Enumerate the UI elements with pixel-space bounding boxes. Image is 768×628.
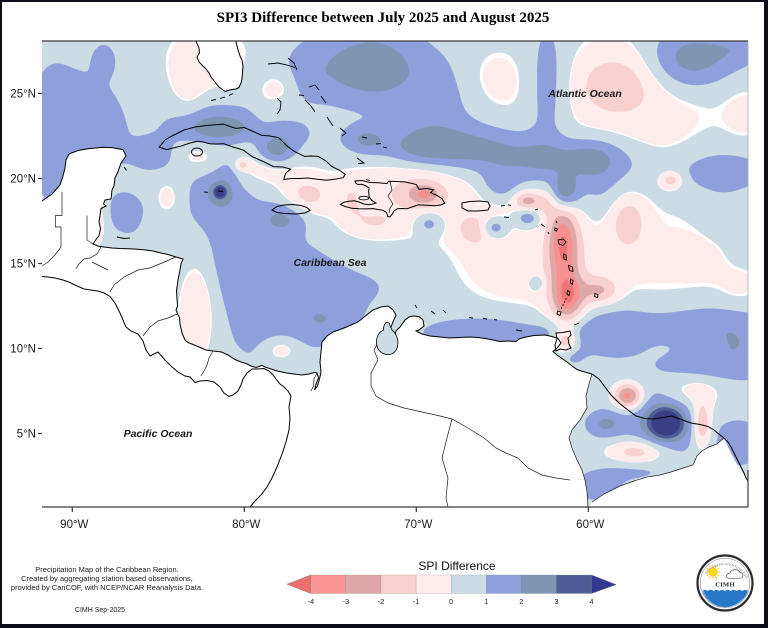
svg-text:-4: -4: [307, 597, 314, 606]
svg-text:80°W: 80°W: [232, 519, 260, 531]
svg-text:CIMH Sep-2025: CIMH Sep-2025: [74, 607, 124, 614]
svg-text:-1: -1: [412, 597, 419, 606]
svg-text:2: 2: [519, 597, 523, 606]
svg-text:-2: -2: [377, 597, 384, 606]
svg-text:90°W: 90°W: [60, 519, 88, 531]
svg-text:1: 1: [484, 597, 488, 606]
svg-text:70°W: 70°W: [404, 519, 432, 531]
svg-text:3: 3: [554, 597, 558, 606]
svg-text:25°N: 25°N: [10, 88, 36, 100]
svg-text:-3: -3: [342, 597, 349, 606]
svg-text:SPI3 Difference between July 2: SPI3 Difference between July 2025 and Au…: [216, 10, 549, 26]
svg-text:provided by CariCOF, with NCEP: provided by CariCOF, with NCEP/NCAR Rean…: [10, 583, 202, 592]
svg-text:SPI Difference: SPI Difference: [418, 559, 495, 573]
svg-text:10°N: 10°N: [10, 343, 36, 355]
svg-text:4: 4: [589, 597, 593, 606]
svg-text:20°N: 20°N: [10, 173, 36, 185]
svg-text:Pacific Ocean: Pacific Ocean: [123, 428, 192, 440]
svg-text:15°N: 15°N: [10, 258, 36, 270]
svg-text:Precipitation Map of the Carib: Precipitation Map of the Caribbean Regio…: [35, 565, 178, 574]
svg-text:CIMH: CIMH: [715, 581, 735, 588]
svg-text:Created by aggregating station: Created by aggregating station based obs…: [21, 574, 193, 583]
svg-text:Atlantic Ocean: Atlantic Ocean: [547, 88, 622, 100]
svg-text:0: 0: [449, 597, 453, 606]
svg-text:5°N: 5°N: [16, 428, 35, 440]
svg-text:Caribbean Sea: Caribbean Sea: [293, 257, 366, 269]
svg-text:60°W: 60°W: [576, 519, 604, 531]
